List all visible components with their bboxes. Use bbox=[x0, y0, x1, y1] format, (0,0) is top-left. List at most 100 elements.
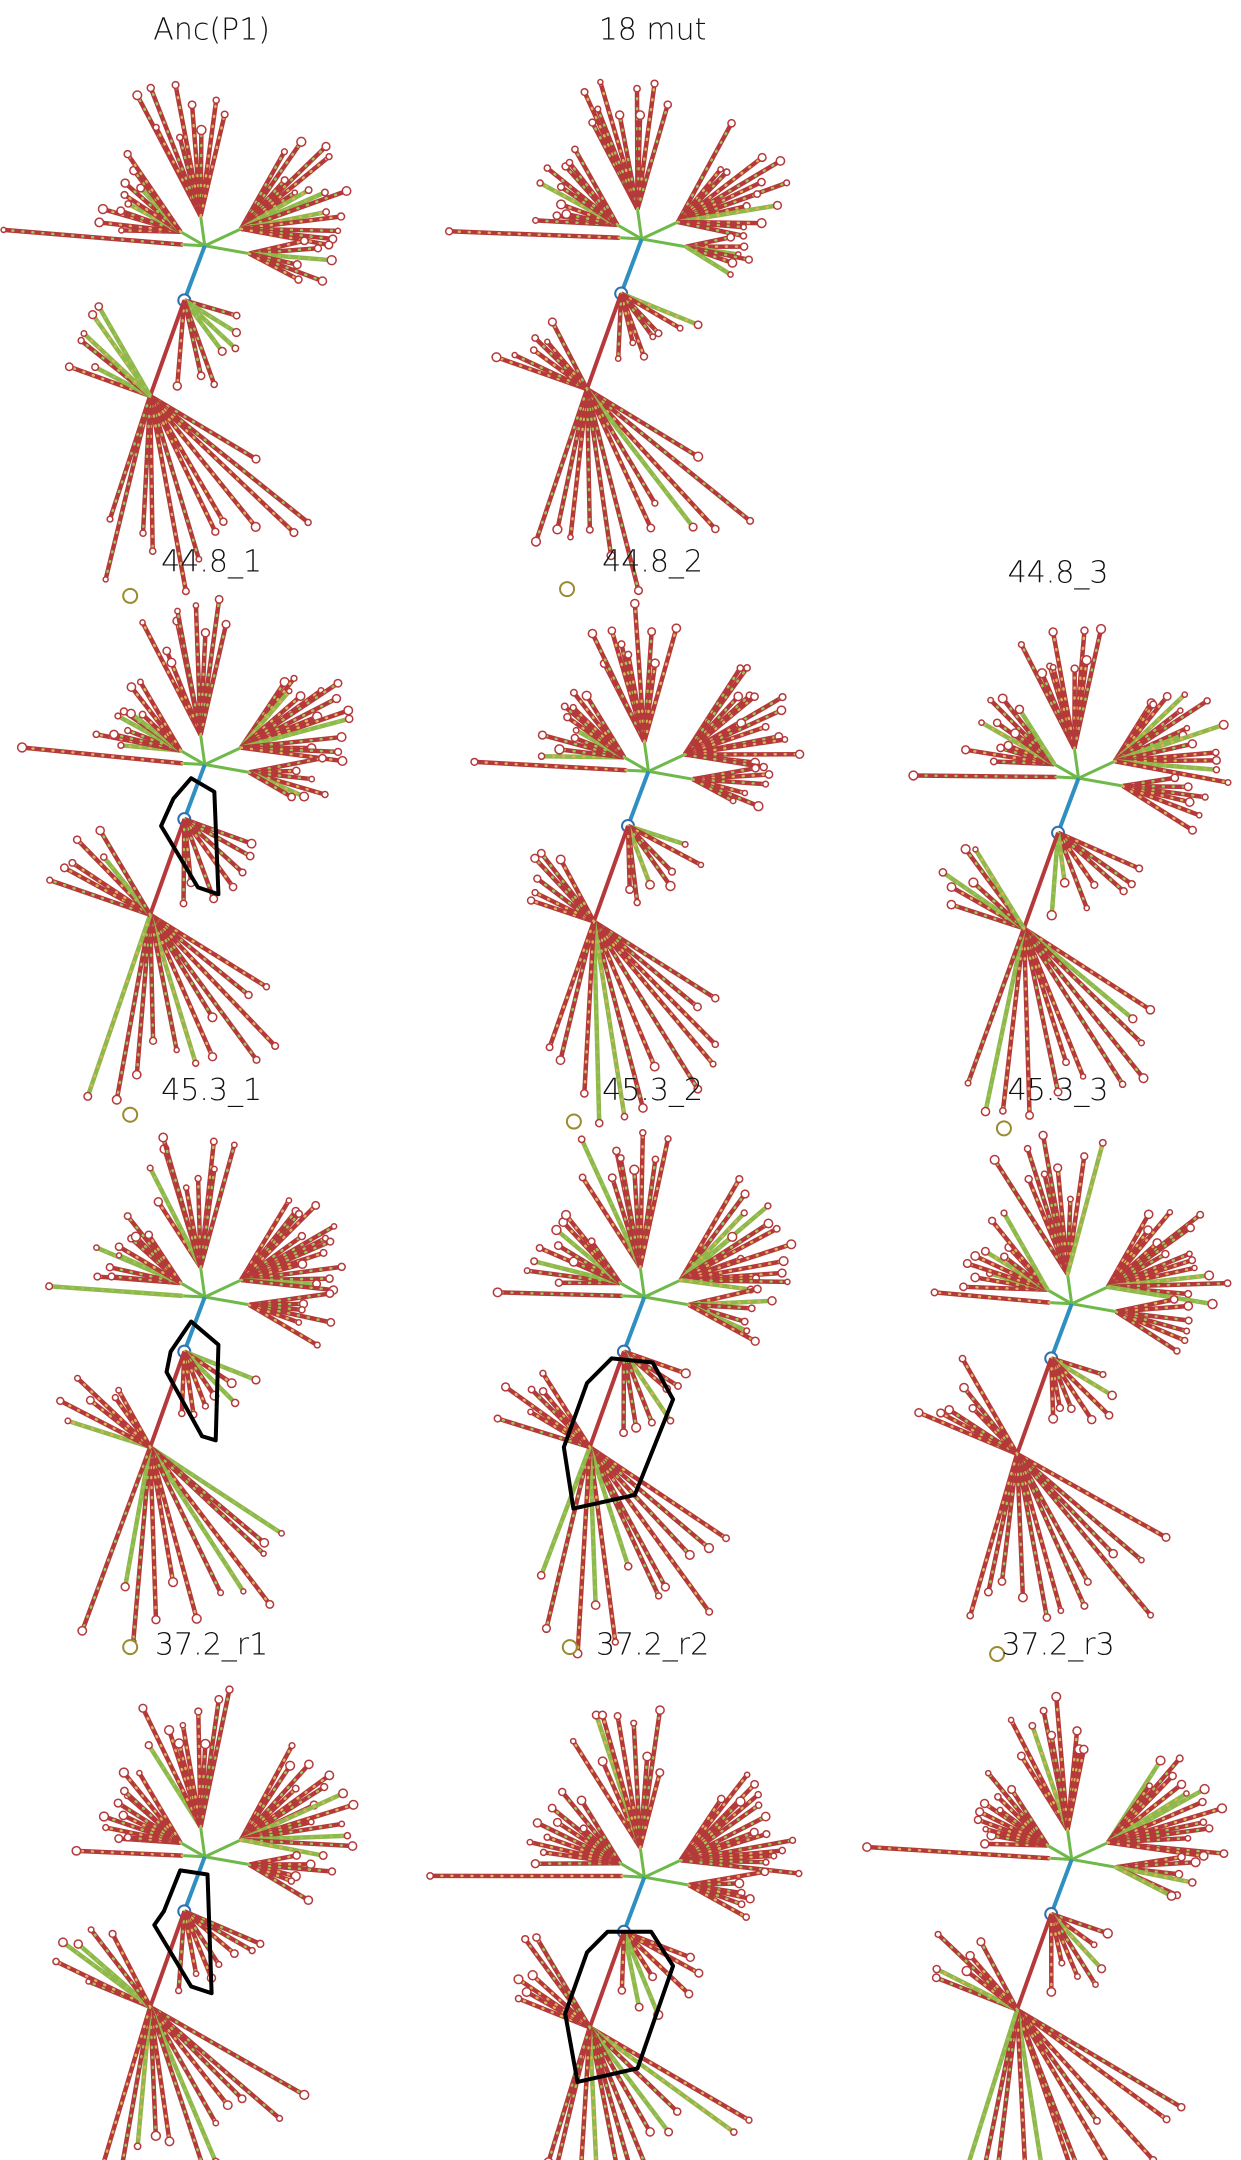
loop bbox=[116, 1388, 121, 1393]
loop bbox=[1199, 1852, 1207, 1860]
loop bbox=[335, 748, 342, 755]
loop bbox=[165, 2137, 173, 2145]
loop bbox=[286, 1761, 295, 1770]
junction bbox=[644, 1877, 688, 1885]
loop bbox=[667, 1418, 673, 1424]
loop bbox=[75, 1376, 81, 1382]
loop bbox=[985, 1588, 992, 1595]
loop bbox=[528, 1971, 537, 1980]
loop bbox=[349, 1800, 358, 1809]
loop bbox=[197, 126, 206, 135]
loop bbox=[592, 1601, 600, 1609]
loop bbox=[1148, 1612, 1154, 1618]
loop bbox=[308, 1819, 313, 1824]
loop bbox=[613, 1147, 620, 1154]
loop bbox=[494, 1415, 501, 1422]
loop bbox=[1100, 1140, 1106, 1146]
loop bbox=[641, 353, 648, 360]
junction bbox=[640, 1847, 644, 1877]
loop bbox=[344, 1833, 350, 1839]
loop bbox=[532, 537, 541, 546]
loop bbox=[540, 1370, 546, 1376]
loop bbox=[192, 1614, 201, 1623]
loop bbox=[223, 2101, 232, 2110]
loop bbox=[1058, 1608, 1063, 1613]
loop bbox=[282, 149, 288, 155]
loop bbox=[319, 754, 326, 761]
loop bbox=[666, 881, 675, 890]
loop bbox=[976, 1808, 984, 1816]
loop bbox=[326, 1290, 333, 1297]
loop bbox=[754, 1285, 761, 1292]
loop bbox=[296, 1320, 301, 1325]
loop bbox=[238, 2095, 246, 2103]
loop bbox=[304, 1896, 312, 1904]
loop bbox=[643, 1752, 651, 1760]
junction bbox=[205, 246, 249, 254]
loop bbox=[239, 869, 246, 876]
loop bbox=[92, 364, 99, 371]
loop bbox=[686, 1953, 694, 1961]
loop bbox=[145, 1742, 152, 1749]
loop bbox=[731, 2129, 737, 2135]
loop bbox=[1178, 1780, 1186, 1788]
loop bbox=[656, 1769, 664, 1777]
loop bbox=[57, 1397, 64, 1404]
helix bbox=[621, 239, 641, 294]
loop bbox=[298, 1233, 305, 1240]
loop bbox=[1204, 698, 1210, 704]
loop bbox=[986, 1771, 991, 1776]
loop bbox=[193, 1060, 199, 1066]
loop bbox=[1199, 1798, 1206, 1805]
loop bbox=[969, 878, 978, 887]
loop bbox=[757, 219, 766, 228]
loop bbox=[960, 1283, 967, 1290]
loop bbox=[81, 331, 86, 336]
loop bbox=[650, 1062, 658, 1070]
loop bbox=[300, 792, 309, 801]
loop bbox=[1174, 1348, 1180, 1354]
loop bbox=[333, 695, 341, 703]
loop bbox=[959, 1356, 965, 1362]
loop bbox=[763, 781, 769, 787]
panel-label: 37.2_r1 bbox=[155, 1627, 268, 1662]
loop bbox=[1068, 1196, 1073, 1201]
helix bbox=[1017, 1358, 1051, 1454]
loop bbox=[227, 1379, 236, 1388]
loop bbox=[493, 1288, 502, 1297]
loop bbox=[1093, 1982, 1098, 1987]
loop bbox=[121, 1787, 128, 1794]
loop bbox=[1108, 1391, 1116, 1399]
loop bbox=[222, 621, 230, 629]
panel-label: 37.2_r2 bbox=[596, 1627, 709, 1662]
loop bbox=[555, 745, 564, 754]
loop bbox=[771, 1853, 777, 1859]
loop bbox=[672, 624, 680, 632]
loop bbox=[247, 852, 254, 859]
junction bbox=[622, 1296, 644, 1297]
junction bbox=[644, 742, 648, 772]
loop bbox=[322, 189, 328, 195]
loop bbox=[537, 180, 543, 186]
loop bbox=[609, 1174, 616, 1181]
loop bbox=[572, 146, 578, 152]
loop bbox=[742, 790, 747, 795]
loop bbox=[121, 1583, 129, 1591]
loop bbox=[1187, 1251, 1192, 1256]
loop bbox=[581, 1090, 588, 1097]
loop bbox=[566, 159, 572, 165]
loop bbox=[650, 334, 655, 339]
loop bbox=[1047, 911, 1056, 920]
loop bbox=[124, 1213, 131, 1220]
loop bbox=[329, 1868, 336, 1875]
loop bbox=[209, 1053, 217, 1061]
loop bbox=[296, 1211, 303, 1218]
loop bbox=[1054, 1164, 1062, 1172]
junction bbox=[1074, 748, 1078, 778]
loop bbox=[909, 771, 918, 780]
loop bbox=[779, 1257, 788, 1266]
loop bbox=[241, 1589, 246, 1594]
loop bbox=[318, 277, 326, 285]
loop bbox=[527, 1839, 532, 1844]
loop bbox=[277, 2116, 283, 2122]
